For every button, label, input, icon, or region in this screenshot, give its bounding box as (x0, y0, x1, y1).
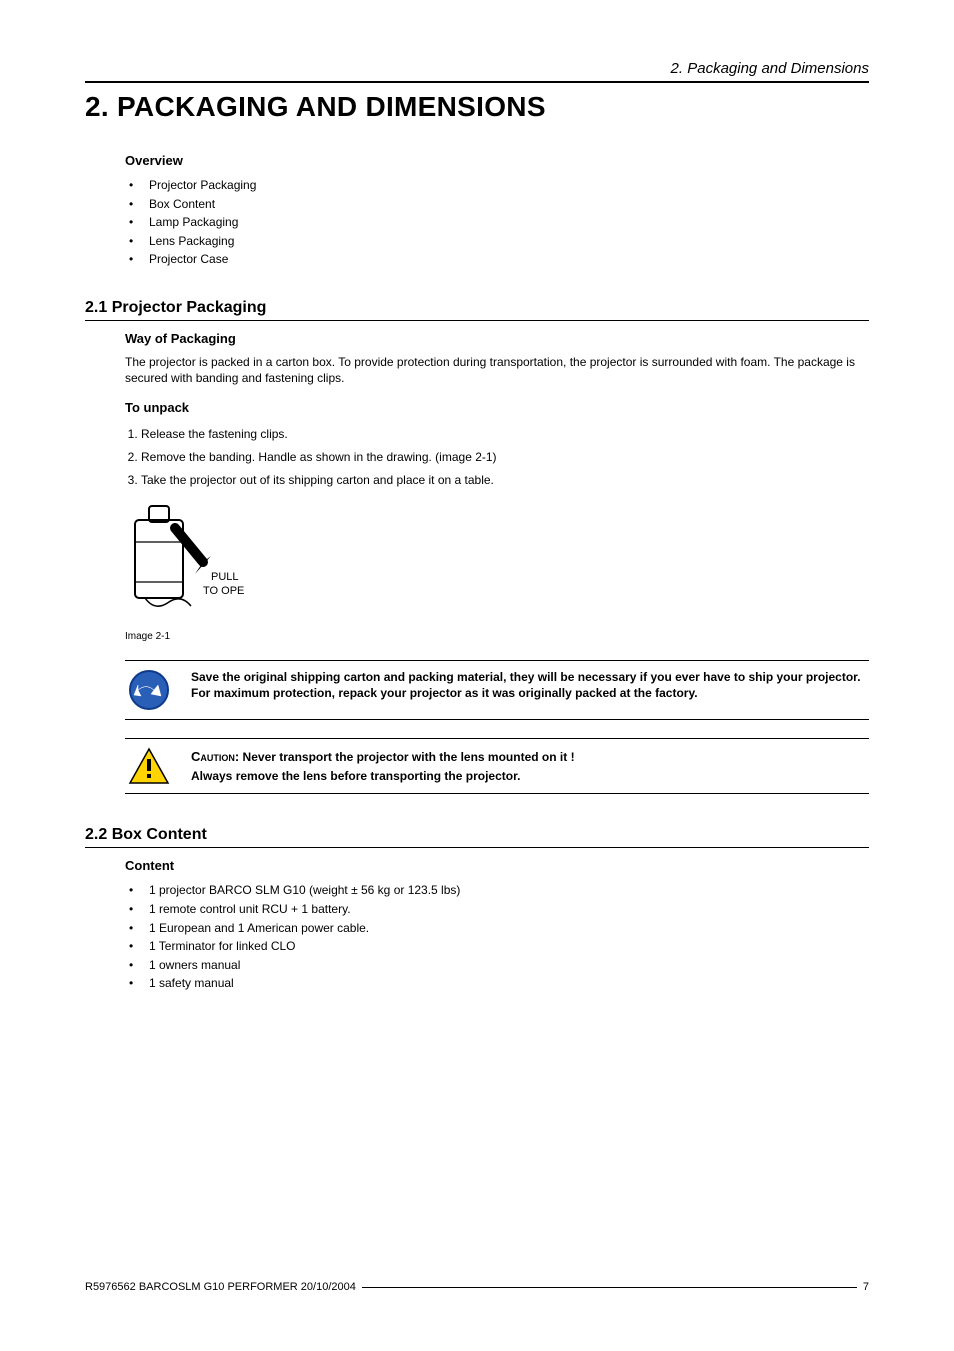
section-2-1-title: 2.1 Projector Packaging (85, 299, 869, 321)
box-content-item: 1 Terminator for linked CLO (125, 937, 869, 956)
way-of-packaging-heading: Way of Packaging (125, 331, 869, 346)
overview-item: Lamp Packaging (125, 213, 869, 232)
diagram-caption: Image 2-1 (125, 631, 869, 642)
box-content-item: 1 safety manual (125, 974, 869, 993)
footer-left: R5976562 BARCOSLM G10 PERFORMER 20/10/20… (85, 1281, 356, 1293)
overview-item: Box Content (125, 195, 869, 214)
chapter-title: 2. PACKAGING AND DIMENSIONS (85, 91, 869, 123)
unpack-diagram: PULL TO OPE (125, 502, 869, 627)
caution-label: Caution: (191, 749, 239, 764)
note-text: Save the original shipping carton and pa… (191, 669, 869, 711)
content-heading: Content (125, 858, 869, 873)
box-content-item: 1 European and 1 American power cable. (125, 919, 869, 938)
section-2-2-title: 2.2 Box Content (85, 826, 869, 848)
page-header: 2. Packaging and Dimensions (85, 60, 869, 83)
caution-text-block: Caution: Never transport the projector w… (191, 747, 575, 786)
overview-item: Projector Case (125, 250, 869, 269)
unpack-step: Release the fastening clips. (141, 423, 869, 446)
note-block: Save the original shipping carton and pa… (125, 660, 869, 720)
way-of-packaging-text: The projector is packed in a carton box.… (125, 354, 869, 386)
overview-item: Projector Packaging (125, 176, 869, 195)
box-content-item: 1 projector BARCO SLM G10 (weight ± 56 k… (125, 881, 869, 900)
caution-line-2: Always remove the lens before transporti… (191, 767, 575, 786)
unpack-step: Take the projector out of its shipping c… (141, 469, 869, 492)
caution-block: Caution: Never transport the projector w… (125, 738, 869, 795)
caution-icon (125, 747, 173, 786)
box-content-item: 1 remote control unit RCU + 1 battery. (125, 900, 869, 919)
unpack-step: Remove the banding. Handle as shown in t… (141, 446, 869, 469)
box-content-list: 1 projector BARCO SLM G10 (weight ± 56 k… (125, 881, 869, 993)
box-content-item: 1 owners manual (125, 956, 869, 975)
footer-rule (362, 1287, 857, 1288)
page-footer: R5976562 BARCOSLM G10 PERFORMER 20/10/20… (85, 1281, 869, 1293)
note-icon (125, 669, 173, 711)
diagram-label-pull: PULL (211, 571, 239, 583)
unpack-steps: Release the fastening clips. Remove the … (141, 423, 869, 491)
overview-item: Lens Packaging (125, 232, 869, 251)
overview-heading: Overview (125, 153, 869, 168)
overview-list: Projector Packaging Box Content Lamp Pac… (125, 176, 869, 269)
footer-page-number: 7 (863, 1281, 869, 1293)
diagram-label-open: TO OPE (203, 585, 244, 597)
to-unpack-heading: To unpack (125, 400, 869, 415)
caution-line-1: Never transport the projector with the l… (239, 750, 574, 764)
